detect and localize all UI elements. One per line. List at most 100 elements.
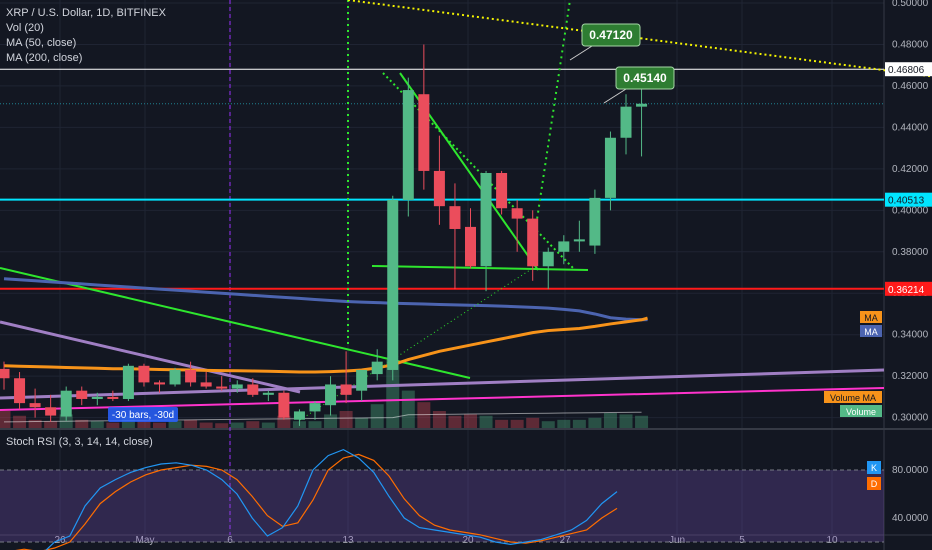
candle-body — [185, 369, 197, 383]
stoch-k-badge — [867, 461, 881, 474]
x-tick-label: 10 — [826, 535, 838, 546]
candle-body — [340, 384, 352, 395]
y-tick-label: 0.48000 — [892, 39, 929, 50]
candle-body — [449, 206, 461, 229]
volume-bar — [635, 415, 649, 428]
projection-dotted-line — [299, 269, 531, 421]
volume-bar — [339, 411, 353, 428]
price-label-40513-bg — [885, 192, 932, 207]
volume-bar — [603, 413, 617, 428]
candle-body — [542, 251, 554, 267]
stoch-k-badge-label: K — [871, 463, 877, 473]
candle-body — [29, 403, 41, 408]
volume-bar — [324, 414, 338, 428]
rsi-legend: Stoch RSI (3, 3, 14, 14, close) — [6, 436, 153, 448]
y-tick-label: 0.46000 — [892, 81, 929, 92]
price-label-40513: 0.40513 — [888, 196, 925, 207]
y-tick-label: 0.34000 — [892, 330, 929, 341]
volume-bar — [619, 414, 633, 428]
candle-body — [309, 403, 321, 412]
price-label-36214-bg — [885, 281, 932, 296]
stoch-d-badge-label: D — [871, 479, 878, 489]
x-tick-label: 26 — [54, 535, 66, 546]
ma50-badge — [860, 311, 882, 323]
volume-badge-label: Volume — [846, 407, 876, 417]
volume-badge — [840, 405, 882, 417]
candle-body — [496, 173, 508, 209]
candle-body — [636, 103, 648, 107]
rsi-band — [0, 470, 884, 542]
candle-body — [216, 386, 228, 389]
volume-bar — [526, 417, 540, 428]
candle-body — [0, 368, 10, 379]
volume-bar — [432, 411, 446, 428]
volume-bar — [261, 422, 275, 428]
volume-bar — [510, 419, 524, 428]
ma200-line — [3, 277, 648, 322]
volume-bar — [588, 417, 602, 428]
volume-bar — [541, 421, 555, 428]
triangle-dotted-line — [382, 72, 576, 271]
candle-body — [604, 137, 616, 198]
volume-bar — [479, 415, 493, 428]
candle-body — [511, 208, 523, 219]
candle-body — [402, 90, 414, 200]
x-tick-label: 20 — [462, 535, 474, 546]
volume-bar — [417, 402, 431, 428]
volume-ma-badge-label: Volume MA — [830, 393, 876, 403]
magenta-trendline — [0, 387, 885, 411]
ma200-badge — [860, 325, 882, 337]
rsi-pane — [0, 430, 884, 535]
y-tick-label: 0.42000 — [892, 164, 929, 175]
candle-body — [387, 199, 399, 370]
ma200-badge-label: MA — [864, 327, 878, 337]
price-label-46806-bg — [885, 62, 932, 77]
stoch-d-line — [15, 453, 618, 550]
candle-body — [418, 94, 430, 171]
legend-symbol: XRP / U.S. Dollar, 1D, BITFINEX — [6, 7, 166, 19]
volume-bar — [168, 421, 182, 428]
triangle-support-line — [371, 265, 589, 271]
volume-bar — [28, 419, 42, 428]
x-tick-label: 27 — [559, 535, 571, 546]
legend-volume: Vol (20) — [6, 22, 44, 34]
y-tick-label: 0.40000 — [892, 205, 929, 216]
volume-bar — [199, 422, 213, 428]
volume-bar — [495, 419, 509, 428]
callout-047120: 0.47120 — [569, 23, 641, 61]
y-tick-label: 0.50000 — [892, 0, 929, 9]
volume-bar — [557, 419, 571, 428]
candle-body — [573, 239, 585, 242]
volume-bar — [215, 423, 229, 428]
y-tick-label: 0.32000 — [892, 371, 929, 382]
candle-body — [480, 173, 492, 267]
candle-body — [122, 365, 134, 399]
x-tick-label: May — [136, 535, 155, 546]
volume-bar — [230, 422, 244, 428]
volume-bar — [106, 422, 120, 428]
stoch-k-line — [45, 448, 618, 550]
callout-pointer — [603, 88, 627, 104]
candle-body — [527, 218, 539, 267]
volume-bar — [246, 421, 260, 428]
callout-pointer — [569, 45, 593, 61]
callout-label: 0.47120 — [589, 28, 633, 42]
candle-body — [620, 106, 632, 138]
measure-label: -30 bars, -30d — [112, 410, 174, 421]
rsi-tick-label: 80.0000 — [892, 465, 929, 476]
candle-body — [60, 390, 72, 417]
volume-bar — [386, 360, 400, 428]
candle-body — [169, 369, 181, 385]
candle-body — [107, 396, 119, 399]
volume-bar — [153, 422, 166, 428]
volume-bar — [184, 419, 198, 428]
candle-body — [371, 361, 383, 375]
ma50-line — [3, 316, 648, 374]
candle-body — [91, 396, 103, 399]
candle-body — [14, 378, 26, 404]
yellow-dotted-line — [347, 0, 932, 78]
volume-bar — [448, 415, 462, 428]
x-tick-label: 13 — [342, 535, 354, 546]
purple-trendline — [0, 368, 885, 400]
